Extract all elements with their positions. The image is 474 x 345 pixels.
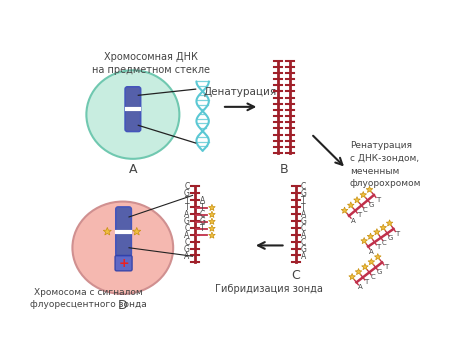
Text: D: D — [118, 299, 128, 312]
Text: Хромосомная ДНК
на предметном стекле: Хромосомная ДНК на предметном стекле — [91, 52, 210, 76]
Polygon shape — [209, 225, 215, 231]
Text: Денатурация: Денатурация — [204, 87, 277, 97]
Text: Гибридизация зонда: Гибридизация зонда — [215, 284, 323, 294]
Text: C: C — [184, 224, 190, 233]
Text: C: C — [301, 238, 306, 247]
Polygon shape — [360, 191, 366, 198]
Text: G: G — [183, 245, 190, 254]
Polygon shape — [209, 204, 215, 210]
Text: A: A — [184, 252, 190, 261]
Polygon shape — [380, 224, 386, 230]
FancyBboxPatch shape — [116, 207, 131, 256]
Text: A: A — [301, 252, 306, 261]
Ellipse shape — [86, 70, 179, 159]
Text: A: A — [301, 231, 306, 240]
Text: T: T — [301, 203, 306, 212]
Text: A: A — [200, 196, 205, 205]
Polygon shape — [368, 258, 374, 265]
Text: C: C — [301, 224, 306, 233]
Text: G: G — [301, 217, 307, 226]
Text: C: C — [200, 210, 205, 219]
Text: C: C — [382, 240, 387, 246]
Text: T: T — [201, 203, 205, 212]
Text: A: A — [128, 163, 137, 176]
FancyBboxPatch shape — [115, 255, 132, 271]
Text: T: T — [185, 203, 190, 212]
Polygon shape — [366, 186, 373, 193]
Text: +: + — [118, 257, 129, 270]
Text: G: G — [388, 235, 393, 242]
Polygon shape — [349, 274, 356, 280]
Polygon shape — [209, 218, 215, 224]
Polygon shape — [209, 232, 215, 238]
Text: T: T — [201, 224, 205, 233]
Text: Хромосома с сигналом
флуоресцентного зонда: Хромосома с сигналом флуоресцентного зон… — [30, 288, 147, 308]
Text: T: T — [365, 279, 369, 285]
Polygon shape — [133, 227, 141, 235]
Text: T: T — [185, 196, 190, 205]
Text: A: A — [369, 249, 374, 255]
Polygon shape — [386, 220, 393, 226]
Polygon shape — [367, 233, 374, 239]
Text: T: T — [395, 231, 399, 237]
Text: A: A — [351, 218, 356, 224]
Polygon shape — [362, 264, 368, 270]
Polygon shape — [347, 202, 354, 208]
Text: C: C — [371, 274, 375, 280]
Text: T: T — [376, 197, 380, 203]
Text: G: G — [301, 245, 307, 254]
Text: G: G — [183, 217, 190, 226]
Polygon shape — [103, 227, 111, 235]
Polygon shape — [361, 237, 367, 244]
Polygon shape — [341, 207, 348, 213]
Text: Ренатурация
с ДНК-зондом,
меченным
флуорохромом: Ренатурация с ДНК-зондом, меченным флуор… — [350, 141, 421, 188]
Polygon shape — [355, 268, 362, 275]
Polygon shape — [374, 254, 381, 260]
FancyBboxPatch shape — [125, 87, 141, 131]
Polygon shape — [209, 211, 215, 217]
Polygon shape — [354, 197, 360, 203]
Text: G: G — [369, 202, 374, 208]
Text: G: G — [377, 269, 382, 275]
Text: A: A — [184, 210, 190, 219]
Text: C: C — [291, 268, 300, 282]
Text: B: B — [280, 163, 288, 176]
Polygon shape — [374, 229, 380, 235]
Text: T: T — [357, 212, 361, 218]
Text: G: G — [183, 189, 190, 198]
Text: C: C — [184, 238, 190, 247]
Text: G: G — [200, 217, 206, 226]
Text: A: A — [301, 210, 306, 219]
Text: A: A — [184, 231, 190, 240]
Text: A: A — [358, 284, 363, 290]
Text: T: T — [384, 264, 388, 270]
Ellipse shape — [73, 201, 173, 294]
Text: T: T — [376, 244, 380, 250]
Text: C: C — [363, 207, 368, 213]
Text: G: G — [301, 189, 307, 198]
Text: T: T — [301, 196, 306, 205]
Text: C: C — [184, 183, 190, 191]
Text: C: C — [301, 183, 306, 191]
